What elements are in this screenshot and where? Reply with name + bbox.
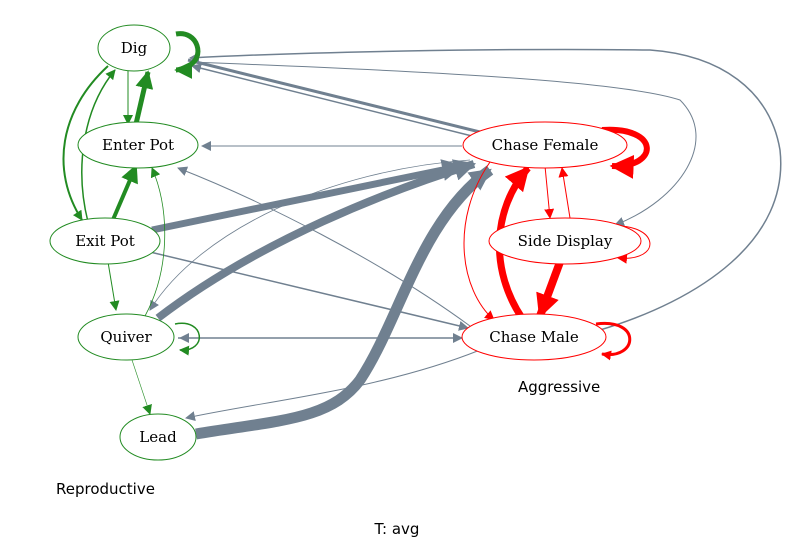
- edge-quiver-to-chase-female: [155, 159, 477, 322]
- edge-chase-male-to-chase-male: [595, 321, 632, 361]
- node-chase-male[interactable]: Chase Male: [461, 313, 607, 361]
- edge-dig-to-exit-pot: [62, 65, 109, 221]
- node-exit-pot-shape: [49, 217, 161, 265]
- group-label-reproductive: Reproductive: [56, 480, 155, 498]
- edge-chase-female-to-side-display: [544, 165, 555, 219]
- edge-dig-to-side-display: [189, 61, 697, 227]
- edge-chase-female-to-chase-male: [463, 161, 495, 321]
- group-label-aggressive: Aggressive: [518, 378, 600, 396]
- node-quiver-shape: [77, 313, 175, 361]
- node-dig[interactable]: Dig: [97, 24, 171, 72]
- edge-lead-to-chase-female: [195, 165, 494, 440]
- edge-exit-pot-to-enter-pot: [110, 164, 138, 223]
- edges-layer: [62, 31, 782, 440]
- edge-quiver-to-quiver: [174, 322, 200, 356]
- node-side-display-shape: [488, 217, 642, 265]
- edge-side-display-to-chase-male: [536, 260, 564, 319]
- node-side-display-label: Side Display: [518, 232, 613, 250]
- node-enter-pot-label: Enter Pot: [102, 136, 174, 154]
- edge-side-display-to-chase-female: [558, 167, 571, 219]
- node-chase-female-shape: [462, 121, 628, 169]
- node-chase-female[interactable]: Chase Female: [462, 121, 628, 169]
- node-lead[interactable]: Lead: [119, 413, 197, 461]
- edge-exit-pot-to-chase-female: [151, 159, 465, 234]
- nodes-layer: Dig Enter Pot Exit Pot Quiver Lead Chase…: [49, 24, 642, 461]
- node-lead-label: Lead: [139, 428, 177, 446]
- node-chase-male-shape: [461, 313, 607, 361]
- node-side-display[interactable]: Side Display: [488, 217, 642, 265]
- node-quiver[interactable]: Quiver: [77, 313, 175, 361]
- edge-quiver-to-enter-pot: [144, 167, 166, 317]
- edge-chase-female-to-quiver: [149, 159, 471, 311]
- footer-label: T: avg: [374, 520, 420, 538]
- edge-quiver-to-lead: [131, 359, 152, 415]
- edge-exit-pot-to-quiver: [107, 261, 120, 311]
- node-enter-pot[interactable]: Enter Pot: [77, 121, 199, 169]
- node-exit-pot[interactable]: Exit Pot: [49, 217, 161, 265]
- edge-chase-male-to-enter-pot: [177, 166, 471, 327]
- node-quiver-label: Quiver: [100, 328, 152, 346]
- edge-chase-male-to-dig: [189, 48, 782, 331]
- edge-dig-to-chase-female: [187, 58, 481, 134]
- node-chase-male-label: Chase Male: [489, 328, 579, 346]
- edge-chase-female-to-dig: [191, 63, 481, 139]
- edge-exit-pot-to-chase-male: [149, 251, 469, 331]
- node-lead-shape: [119, 413, 197, 461]
- node-chase-female-label: Chase Female: [492, 136, 599, 154]
- edge-enter-pot-to-dig: [133, 70, 154, 125]
- node-dig-shape: [97, 24, 171, 72]
- node-dig-label: Dig: [121, 39, 148, 57]
- edge-dig-to-dig: [174, 31, 201, 79]
- edge-chase-male-to-lead: [185, 349, 481, 422]
- node-exit-pot-label: Exit Pot: [75, 232, 135, 250]
- node-enter-pot-shape: [77, 121, 199, 169]
- edge-chase-female-to-chase-female: [601, 126, 650, 179]
